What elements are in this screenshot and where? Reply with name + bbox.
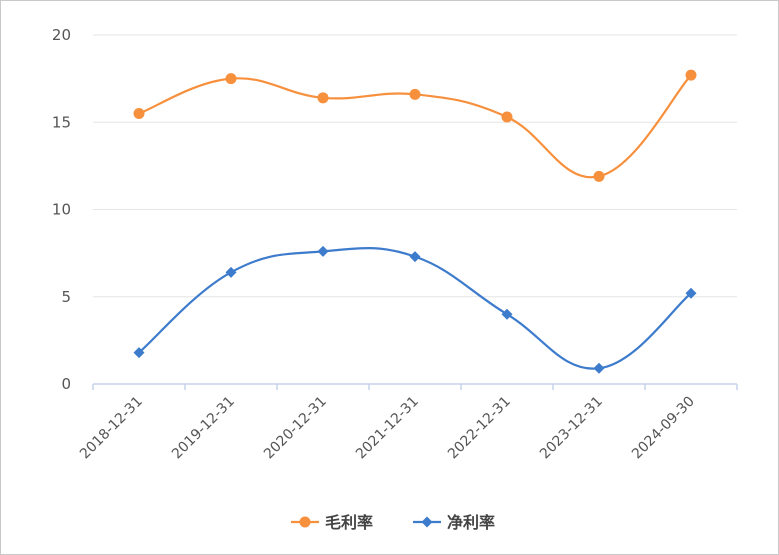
y-tick-label: 0 bbox=[61, 375, 71, 393]
legend-item[interactable]: 毛利率 bbox=[291, 513, 373, 532]
legend-label: 毛利率 bbox=[325, 513, 373, 532]
data-point bbox=[593, 170, 605, 182]
x-tick-label: 2018-12-31 bbox=[77, 394, 146, 463]
data-point bbox=[685, 69, 697, 81]
x-tick-label: 2023-12-31 bbox=[537, 394, 606, 463]
data-point bbox=[133, 108, 145, 120]
x-tick-label: 2022-12-31 bbox=[445, 394, 514, 463]
x-tick-label: 2019-12-31 bbox=[169, 394, 238, 463]
data-point bbox=[225, 266, 237, 278]
data-point bbox=[593, 362, 605, 374]
series bbox=[133, 69, 697, 374]
gridlines bbox=[93, 34, 737, 298]
data-point bbox=[501, 111, 513, 123]
data-point bbox=[133, 347, 145, 359]
x-tick-label: 2024-09-30 bbox=[629, 394, 698, 463]
series-2 bbox=[133, 245, 697, 374]
data-point bbox=[409, 251, 421, 263]
data-point bbox=[685, 287, 697, 299]
series-1 bbox=[133, 69, 697, 182]
data-point bbox=[409, 88, 421, 100]
legend-item[interactable]: 净利率 bbox=[413, 513, 495, 532]
legend-marker bbox=[299, 516, 311, 528]
legend[interactable]: 毛利率 净利率 bbox=[291, 513, 495, 532]
y-tick-label: 5 bbox=[61, 288, 71, 306]
y-tick-label: 10 bbox=[52, 201, 71, 219]
data-point bbox=[317, 92, 329, 104]
x-tick-label: 2020-12-31 bbox=[261, 394, 330, 463]
y-tick-label: 20 bbox=[52, 26, 71, 44]
legend-marker bbox=[421, 516, 433, 528]
data-point bbox=[317, 245, 329, 257]
x-tick-label: 2021-12-31 bbox=[353, 394, 422, 463]
series-line bbox=[138, 247, 692, 370]
data-point bbox=[225, 73, 237, 85]
data-point bbox=[501, 308, 513, 320]
legend-label: 净利率 bbox=[447, 513, 495, 532]
axes: 0 5 10 15 20 2018-12-31 2019-12-31 2020-12-31 20… bbox=[52, 26, 738, 463]
y-tick-label: 15 bbox=[52, 113, 71, 131]
